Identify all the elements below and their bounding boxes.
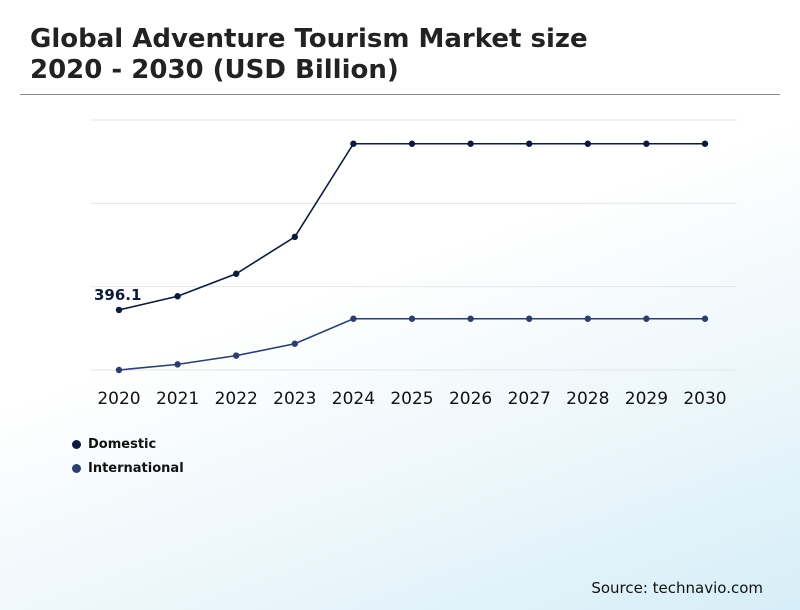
data-point-international-2024: [350, 315, 357, 322]
x-tick-label-2025: 2025: [390, 389, 433, 409]
data-point-international-2020: [115, 366, 123, 374]
data-point-domestic-2020: [115, 306, 123, 314]
legend-label-domestic: Domestic: [88, 436, 157, 452]
x-tick-label-2029: 2029: [625, 389, 668, 409]
data-point-domestic-2027: [526, 140, 533, 147]
x-tick-label-2024: 2024: [332, 389, 375, 409]
series-line-domestic: [118, 142, 705, 311]
data-point-domestic-2024: [350, 140, 357, 147]
data-point-domestic-2030: [701, 140, 709, 147]
data-point-international-2025: [408, 315, 416, 322]
legend-label-international: International: [88, 460, 184, 476]
title-divider: [20, 94, 780, 95]
chart-title-line-1: Global Adventure Tourism Market size: [30, 24, 588, 54]
data-point-international-2028: [584, 315, 591, 322]
series-line-international: [118, 317, 705, 371]
data-point-domestic-2029: [643, 140, 650, 147]
legend-item-international: International: [72, 460, 184, 476]
chart-title: Global Adventure Tourism Market size 202…: [30, 24, 588, 86]
x-tick-label-2026: 2026: [449, 389, 492, 409]
data-point-international-2029: [643, 315, 650, 322]
x-tick-label-2022: 2022: [215, 389, 258, 409]
data-point-international-2021: [174, 361, 181, 368]
chart-legend: Domestic International: [72, 436, 184, 484]
data-point-international-2023: [291, 340, 298, 347]
data-point-domestic-2023: [291, 233, 298, 241]
x-tick-label-2027: 2027: [508, 389, 551, 409]
x-tick-label-2030: 2030: [683, 389, 726, 409]
x-tick-label-2023: 2023: [273, 389, 316, 409]
chart-title-line-2: 2020 - 2030 (USD Billion): [30, 55, 399, 85]
legend-marker-domestic: [72, 439, 81, 449]
data-point-domestic-2022: [233, 270, 240, 277]
data-point-international-2030: [701, 315, 709, 322]
data-point-international-2027: [526, 315, 533, 322]
x-tick-label-2020: 2020: [97, 389, 140, 409]
x-tick-label-2028: 2028: [566, 389, 609, 409]
data-point-domestic-2028: [584, 140, 591, 147]
x-tick-label-2021: 2021: [156, 389, 199, 409]
data-point-domestic-2026: [467, 140, 474, 147]
legend-item-domestic: Domestic: [72, 436, 184, 452]
data-point-domestic-2021: [174, 293, 181, 300]
data-point-international-2022: [233, 352, 240, 359]
data-label-domestic-2020: 396.1: [94, 286, 141, 304]
data-point-domestic-2025: [408, 140, 416, 147]
legend-marker-international: [72, 463, 81, 473]
source-credit: Source: technavio.com: [591, 579, 763, 597]
data-point-international-2026: [467, 315, 474, 322]
